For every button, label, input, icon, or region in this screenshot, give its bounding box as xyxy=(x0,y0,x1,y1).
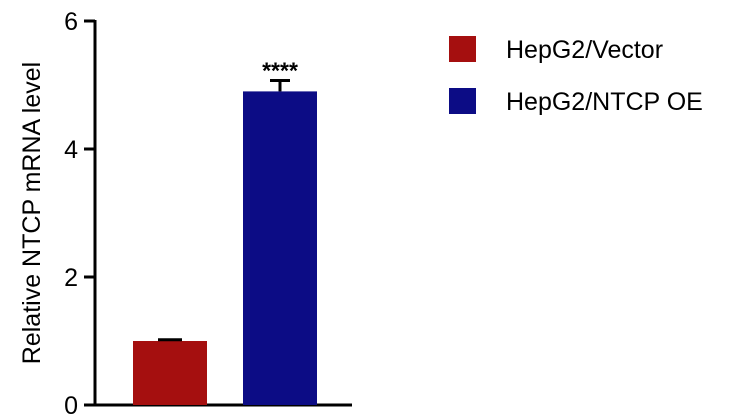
legend-label: HepG2/NTCP OE xyxy=(506,88,703,116)
y-tick-label: 0 xyxy=(64,392,78,416)
y-tick-label: 2 xyxy=(64,264,78,292)
y-tick-label: 6 xyxy=(64,8,78,36)
legend-swatch xyxy=(449,36,476,62)
error-bars-group xyxy=(158,79,290,342)
annotations-group: **** xyxy=(262,58,298,84)
legend-swatch xyxy=(449,88,476,114)
bar xyxy=(243,91,317,406)
legend: HepG2/Vector HepG2/NTCP OE xyxy=(449,36,703,116)
legend-label: HepG2/Vector xyxy=(506,36,663,64)
y-axis: 0 2 4 6 xyxy=(64,8,97,416)
bars-group xyxy=(133,91,317,406)
bar xyxy=(133,341,207,405)
y-tick-label: 4 xyxy=(64,136,78,164)
y-axis-title: Relative NTCP mRNA level xyxy=(18,62,46,364)
significance-label: **** xyxy=(262,58,298,84)
